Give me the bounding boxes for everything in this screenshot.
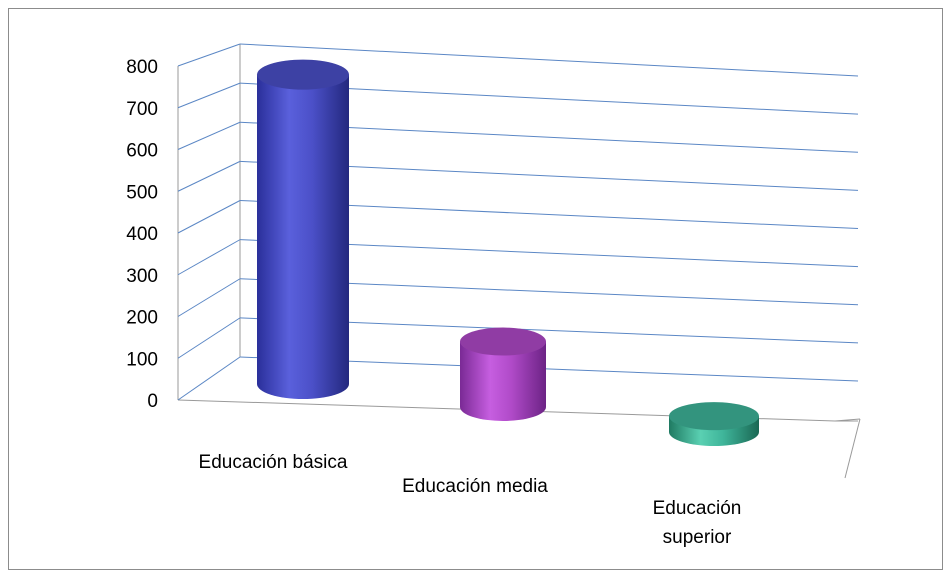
floor-right-edge: [834, 418, 861, 422]
bar-top-shade: [669, 402, 759, 431]
bar-body: [460, 341, 546, 421]
side-gridline: [177, 278, 241, 317]
bar-top-shade: [460, 327, 546, 356]
y-axis: 0 100 200 300 400 500 600 700 800: [126, 57, 158, 412]
bar-0: [257, 59, 349, 399]
side-gridline: [177, 160, 241, 192]
y-tick-label: 200: [126, 308, 158, 329]
side-gridline: [177, 121, 241, 150]
x-category-label: Educación básica: [199, 452, 348, 473]
y-tick-label: 0: [147, 391, 158, 412]
bar-2: [669, 402, 759, 446]
bar-top-cap: [460, 327, 546, 356]
x-axis: Educación básica Educación media Educación…: [199, 452, 742, 548]
side-gridline: [177, 82, 241, 109]
bar-1: [460, 327, 546, 421]
y-tick-label: 600: [126, 141, 158, 162]
bar-top-shade: [257, 59, 349, 90]
y-tick-label: 100: [126, 349, 158, 370]
y-tick-label: 500: [126, 182, 158, 203]
x-category-label: Educación media: [402, 476, 548, 497]
floor-depth-edge: [844, 418, 861, 479]
y-tick-label: 700: [126, 99, 158, 120]
y-tick-label: 400: [126, 224, 158, 245]
bar-top-cap: [669, 402, 759, 431]
side-gridline: [177, 356, 241, 401]
bars: [257, 59, 759, 446]
y-tick-label: 300: [126, 266, 158, 287]
x-category-label: Educación superior: [653, 498, 742, 548]
side-gridline: [177, 317, 241, 359]
bar-top-cap: [257, 59, 349, 90]
side-gridline: [177, 239, 241, 276]
bar-body: [257, 74, 349, 399]
side-gridline: [177, 43, 241, 67]
side-gridline: [177, 200, 241, 234]
y-tick-label: 800: [126, 57, 158, 78]
back-gridline: [239, 43, 859, 77]
